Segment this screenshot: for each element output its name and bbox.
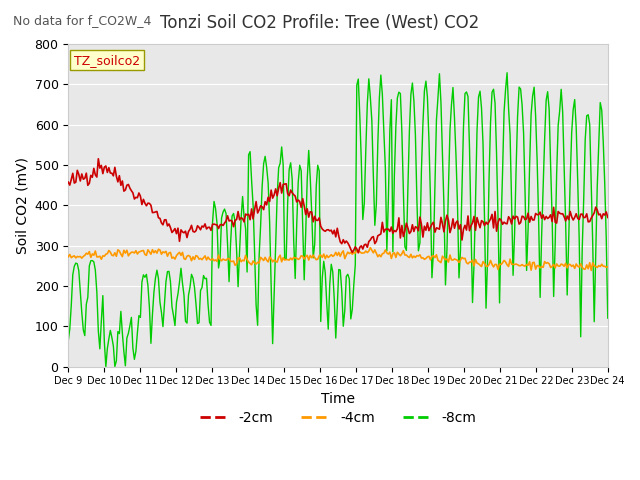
X-axis label: Time: Time bbox=[321, 392, 355, 406]
Y-axis label: Soil CO2 (mV): Soil CO2 (mV) bbox=[15, 157, 29, 254]
Text: Tonzi Soil CO2 Profile: Tree (West) CO2: Tonzi Soil CO2 Profile: Tree (West) CO2 bbox=[161, 14, 479, 33]
Text: No data for f_CO2W_4: No data for f_CO2W_4 bbox=[13, 14, 151, 27]
Legend: -2cm, -4cm, -8cm: -2cm, -4cm, -8cm bbox=[194, 406, 482, 431]
Text: TZ_soilco2: TZ_soilco2 bbox=[74, 54, 140, 67]
